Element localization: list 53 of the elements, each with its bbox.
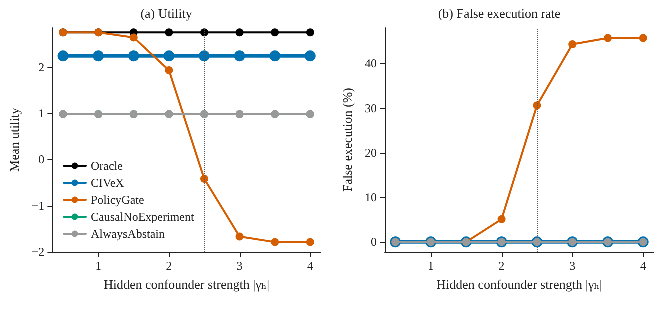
point	[200, 28, 208, 37]
point	[165, 66, 174, 74]
x-tick-label: 4	[640, 259, 646, 273]
y-tick-label: 10	[365, 190, 377, 205]
point	[639, 34, 648, 42]
point	[533, 102, 542, 110]
chart-title: (a) Utility	[140, 6, 193, 21]
y-axis-title: False execution (%)	[340, 88, 356, 192]
y-tick-label: 0	[371, 235, 377, 250]
legend-label: PolicyGate	[91, 193, 144, 207]
y-tick-label: 1	[38, 106, 45, 120]
y-tick-label: 2	[38, 60, 45, 74]
y-tick-label: 20	[365, 146, 377, 160]
point	[568, 40, 577, 49]
x-tick-label: 1	[428, 259, 434, 273]
y-tick-label: 30	[365, 101, 377, 116]
x-axis-title: Hidden confounder strength |γₕ|	[436, 277, 602, 292]
point	[165, 28, 174, 37]
y-tick-label: 0	[38, 152, 45, 167]
legend-label: CausalNoExperiment	[91, 210, 195, 224]
point	[128, 50, 140, 62]
point	[130, 34, 138, 42]
point	[200, 175, 208, 184]
x-axis-title: Hidden confounder strength |γₕ|	[104, 277, 270, 292]
x-tick-label: 3	[236, 259, 243, 273]
y-tick-label: −2	[32, 245, 45, 259]
x-tick-label: 2	[498, 259, 505, 273]
point	[604, 34, 612, 42]
legend-label: AlwaysAbstain	[91, 227, 165, 241]
y-tick-label: 40	[365, 56, 377, 71]
point	[271, 238, 280, 246]
x-tick-label: 1	[96, 259, 102, 273]
point	[58, 50, 69, 62]
legend-label: CIVeX	[91, 176, 125, 190]
point	[304, 50, 316, 62]
point	[498, 215, 506, 224]
point	[93, 50, 104, 62]
x-tick-label: 3	[570, 259, 576, 273]
point	[164, 50, 175, 62]
point	[306, 28, 314, 37]
y-tick-label: −1	[32, 198, 45, 213]
chart-title: (b) False execution rate	[438, 6, 561, 21]
point	[236, 232, 244, 241]
legend-label: Oracle	[91, 159, 123, 173]
point	[306, 238, 314, 246]
point	[271, 28, 280, 37]
point	[234, 50, 246, 62]
point	[270, 50, 281, 62]
point	[199, 50, 210, 62]
y-axis-title: Mean utility	[7, 108, 22, 172]
x-tick-label: 4	[307, 259, 314, 273]
point	[236, 28, 244, 37]
x-tick-label: 2	[166, 259, 172, 273]
